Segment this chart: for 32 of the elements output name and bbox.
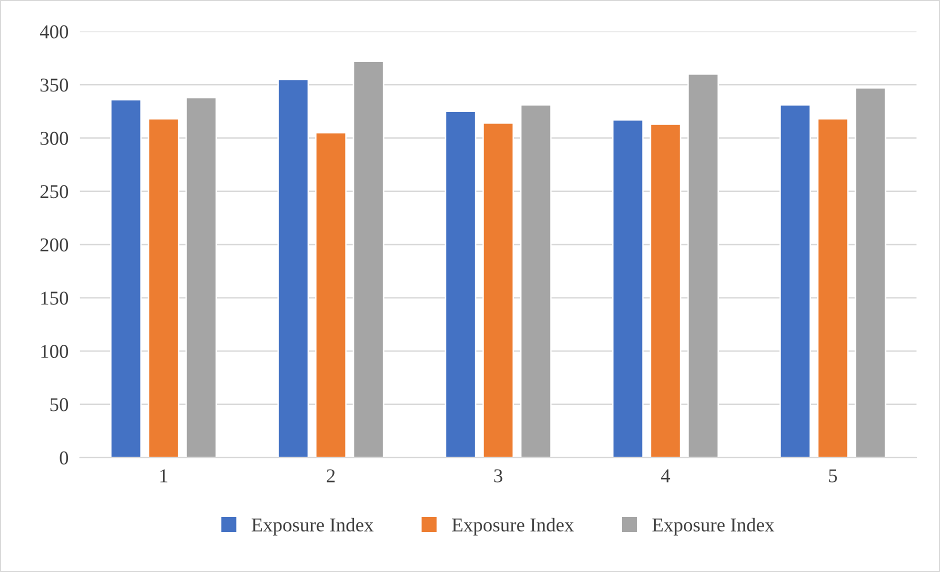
bar bbox=[352, 60, 384, 458]
bar bbox=[148, 118, 180, 458]
y-tick-label: 0 bbox=[60, 451, 68, 465]
x-tick-label: 5 bbox=[829, 469, 837, 482]
bar bbox=[482, 122, 514, 458]
y-tick-label: 100 bbox=[41, 344, 68, 358]
bar bbox=[687, 73, 719, 458]
bar bbox=[612, 119, 644, 458]
y-tick-label: 250 bbox=[40, 185, 68, 198]
bar bbox=[444, 110, 476, 458]
x-tick-label: 4 bbox=[661, 469, 670, 482]
x-tick-label: 1 bbox=[160, 469, 168, 482]
bar bbox=[110, 98, 142, 458]
legend-label: Exposure Index bbox=[652, 518, 774, 536]
bar bbox=[315, 132, 347, 458]
bar bbox=[779, 104, 811, 458]
bar bbox=[817, 118, 849, 458]
legend-label: Exposure Index bbox=[452, 518, 574, 536]
y-tick-label: 400 bbox=[40, 25, 68, 38]
bar bbox=[185, 96, 217, 458]
x-tick-label: 3 bbox=[494, 469, 502, 482]
legend-label: Exposure Index bbox=[252, 518, 374, 536]
y-tick-label: 50 bbox=[50, 398, 68, 412]
bar bbox=[650, 123, 682, 458]
bar bbox=[277, 78, 309, 458]
bar bbox=[854, 87, 886, 458]
bar bbox=[520, 104, 552, 458]
x-tick-label: 2 bbox=[326, 469, 335, 482]
y-tick-label: 150 bbox=[41, 292, 68, 305]
y-tick-label: 200 bbox=[40, 238, 68, 252]
y-tick-label: 300 bbox=[40, 132, 68, 145]
y-tick-label: 350 bbox=[40, 78, 68, 92]
